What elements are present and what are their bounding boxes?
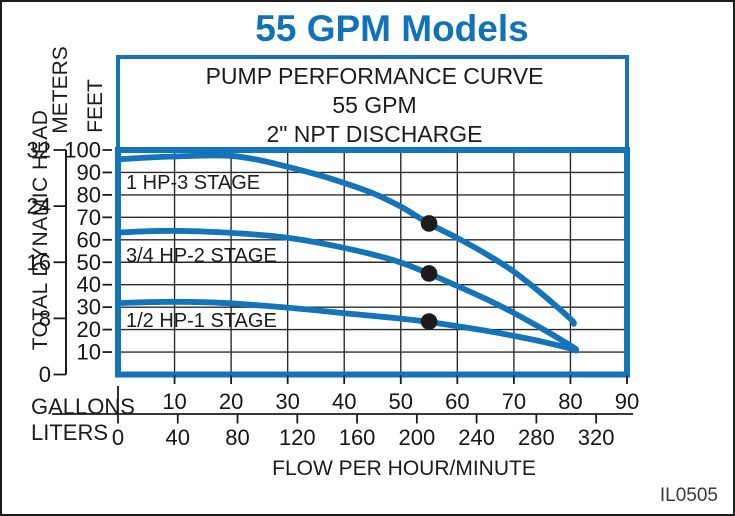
feet-tick-label: 20 [77,317,101,342]
page-title: 55 GPM Models [255,8,529,49]
liters-tick-label: 0 [112,425,124,450]
gallons-tick-label: 20 [219,389,243,414]
gallons-tick-label: 60 [445,389,469,414]
gallons-tick-label: 90 [615,389,639,414]
gallons-tick-label: 50 [389,389,413,414]
x-axis-title: FLOW PER HOUR/MINUTE [272,457,536,480]
operating-point-markers [420,215,438,330]
liters-tick-label: 80 [225,425,249,450]
pump-curves [115,152,579,354]
feet-tick-label: 60 [77,227,101,252]
chart-header-line1: PUMP PERFORMANCE CURVE [205,62,544,89]
gallons-tick-label: 40 [332,389,356,414]
meters-tick-label: 24 [27,194,51,219]
pump-curve-2 [115,298,579,354]
chart-header-line3: 2" NPT DISCHARGE [266,120,483,147]
liters-tick-label: 120 [279,425,316,450]
meters-axis-label: METERS [49,46,72,134]
curve-label-1hp-3stage: 1 HP-3 STAGE [126,172,261,194]
operating-point-marker-2 [420,313,438,330]
axes [52,149,633,424]
liters-tick-label: 280 [518,425,555,450]
liters-tick-label: 200 [398,425,435,450]
curve-label-1-2hp-1stage: 1/2 HP-1 STAGE [126,310,277,332]
plot-area-border [115,147,630,378]
feet-tick-label: 40 [77,272,101,297]
chart-header: PUMP PERFORMANCE CURVE 55 GPM 2" NPT DIS… [120,59,629,151]
liters-tick-label: 40 [166,425,190,450]
meters-tick-label: 8 [39,306,51,331]
feet-tick-label: 50 [77,250,101,275]
pump-curve-0 [115,152,577,327]
chart-header-line2: 55 GPM [332,91,417,118]
meters-tick-label: 16 [27,250,51,275]
pump-curve-1 [115,227,579,353]
operating-point-marker-0 [420,215,438,232]
feet-axis-label: FEET [84,79,107,133]
figure-code: IL0505 [659,485,718,506]
liters-tick-label: 160 [339,425,376,450]
liters-axis-label: LITERS [31,420,109,445]
liters-tick-label: 240 [458,425,495,450]
curve-label-3-4hp-2stage: 3/4 HP-2 STAGE [126,245,277,267]
feet-tick-label: 90 [77,160,101,185]
meters-tick-label: 32 [27,138,51,163]
y-axis-title: TOTAL DYNAMIC HEAD [29,109,52,351]
gallons-axis-label: GALLONS [31,394,135,419]
feet-tick-label: 10 [77,340,101,365]
gallons-tick-label: 10 [162,389,186,414]
feet-tick-label: 70 [77,205,101,230]
liters-tick-label: 320 [578,425,615,450]
gallons-tick-label: 30 [275,389,299,414]
gallons-tick-label: 80 [558,389,582,414]
meters-tick-label: 0 [39,362,51,387]
operating-point-marker-1 [420,265,438,282]
feet-tick-label: 80 [77,182,101,207]
feet-tick-label: 100 [64,138,101,163]
gallons-tick-label: 70 [502,389,526,414]
feet-tick-label: 30 [77,295,101,320]
